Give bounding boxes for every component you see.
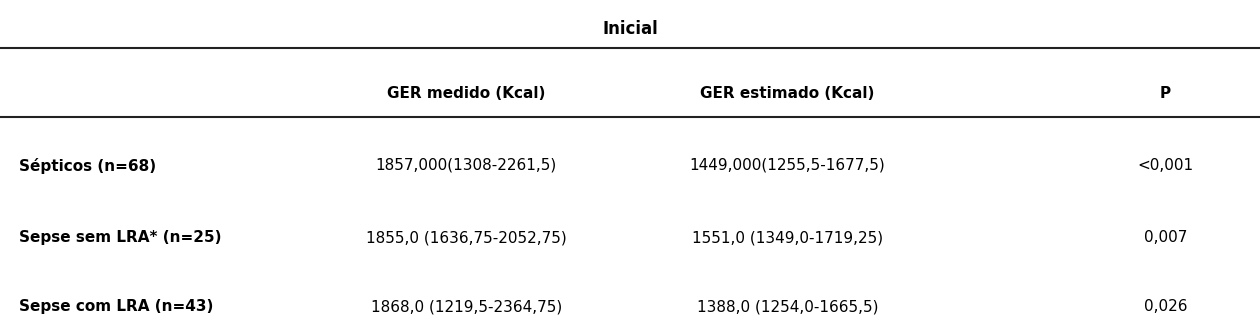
Text: 0,007: 0,007 (1144, 230, 1187, 245)
Text: 1855,0 (1636,75-2052,75): 1855,0 (1636,75-2052,75) (365, 230, 567, 245)
Text: <0,001: <0,001 (1138, 158, 1193, 173)
Text: 1551,0 (1349,0-1719,25): 1551,0 (1349,0-1719,25) (692, 230, 883, 245)
Text: 1868,0 (1219,5-2364,75): 1868,0 (1219,5-2364,75) (370, 299, 562, 315)
Text: GER medido (Kcal): GER medido (Kcal) (387, 86, 546, 101)
Text: Sépticos (n=68): Sépticos (n=68) (19, 158, 156, 174)
Text: 1857,000(1308-2261,5): 1857,000(1308-2261,5) (375, 158, 557, 173)
Text: 1388,0 (1254,0-1665,5): 1388,0 (1254,0-1665,5) (697, 299, 878, 315)
Text: Inicial: Inicial (602, 20, 658, 38)
Text: GER estimado (Kcal): GER estimado (Kcal) (701, 86, 874, 101)
Text: Sepse com LRA (n=43): Sepse com LRA (n=43) (19, 299, 213, 315)
Text: Sepse sem LRA* (n=25): Sepse sem LRA* (n=25) (19, 230, 222, 245)
Text: P: P (1160, 86, 1171, 101)
Text: 1449,000(1255,5-1677,5): 1449,000(1255,5-1677,5) (689, 158, 886, 173)
Text: 0,026: 0,026 (1144, 299, 1187, 315)
